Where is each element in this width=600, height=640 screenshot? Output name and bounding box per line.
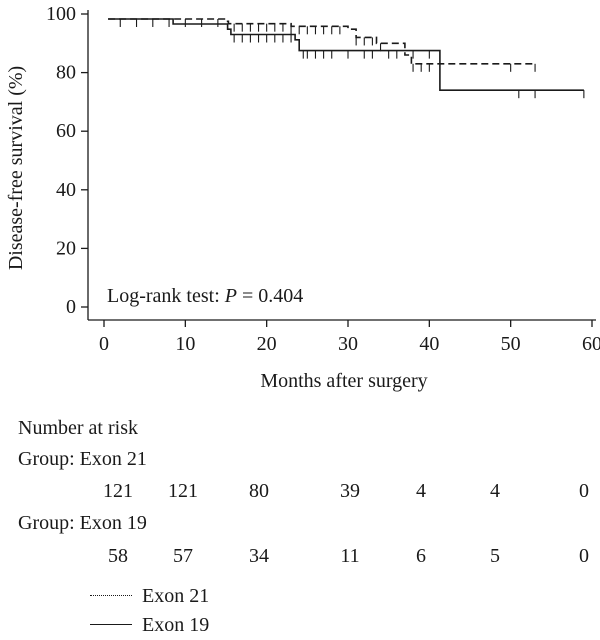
risk-count: 11 — [340, 545, 360, 567]
logrank-annotation: Log-rank test: P = 0.404 — [107, 285, 303, 307]
survival-chart: 0 20 40 60 80 100 0 10 20 30 40 50 60 Disease-free s… — [5, 3, 600, 392]
risk-count: 0 — [579, 545, 589, 567]
logrank-suffix: = 0.404 — [237, 285, 303, 307]
survival-curve-exon19 — [108, 18, 584, 91]
risk-count: 57 — [173, 545, 193, 567]
risk-table-title: Number at risk — [18, 417, 138, 439]
risk-group-label-exon21: Group: Exon 21 — [18, 448, 147, 470]
risk-count: 5 — [490, 545, 500, 567]
risk-count: 6 — [416, 545, 426, 567]
axes: 0 20 40 60 80 100 0 10 20 30 40 50 60 — [46, 3, 600, 355]
risk-count: 4 — [490, 480, 500, 502]
y-tick-label: 60 — [56, 120, 76, 142]
risk-count: 121 — [168, 480, 198, 502]
x-tick-label: 0 — [99, 333, 109, 355]
x-tick-label: 60 — [582, 333, 600, 355]
x-axis-label: Months after surgery — [260, 370, 427, 392]
risk-row-exon19: 58 57 34 11 6 5 0 — [0, 546, 600, 568]
y-tick-label: 80 — [56, 62, 76, 84]
legend-label-exon19: Exon 19 — [142, 614, 210, 636]
x-tick-label: 30 — [338, 333, 358, 355]
risk-count: 39 — [340, 480, 360, 502]
logrank-p: P — [224, 285, 237, 307]
x-tick-label: 10 — [175, 333, 195, 355]
risk-count: 0 — [579, 480, 589, 502]
y-tick-label: 0 — [66, 296, 76, 318]
legend-label-exon21: Exon 21 — [142, 585, 210, 607]
x-tick-label: 50 — [501, 333, 521, 355]
logrank-prefix: Log-rank test: — [107, 285, 225, 307]
x-tick-label: 20 — [257, 333, 277, 355]
survival-curve-exon21 — [108, 18, 536, 65]
legend-dotted-line — [90, 595, 132, 596]
risk-group-label-exon19: Group: Exon 19 — [18, 512, 147, 534]
y-tick-label: 40 — [56, 179, 76, 201]
risk-count: 34 — [249, 545, 269, 567]
risk-count: 80 — [249, 480, 269, 502]
risk-count: 4 — [416, 480, 426, 502]
legend-solid-line — [90, 624, 132, 625]
risk-count: 58 — [108, 545, 128, 567]
risk-count: 121 — [103, 480, 133, 502]
y-axis-label: Disease-free survival (%) — [5, 66, 27, 270]
x-tick-label: 40 — [419, 333, 439, 355]
survival-curves — [108, 18, 585, 99]
y-tick-label: 20 — [56, 237, 76, 259]
risk-row-exon21: 121 121 80 39 4 4 0 — [0, 481, 600, 503]
y-tick-label: 100 — [46, 3, 76, 25]
